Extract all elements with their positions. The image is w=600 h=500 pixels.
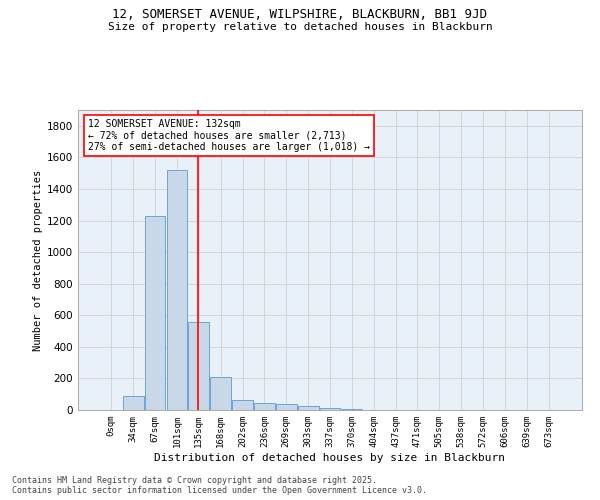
Y-axis label: Number of detached properties: Number of detached properties [33, 170, 43, 350]
Bar [167, 170, 187, 410]
Bar [341, 409, 362, 410]
Bar [232, 400, 253, 410]
Bar [320, 408, 340, 410]
Text: 12, SOMERSET AVENUE, WILPSHIRE, BLACKBURN, BB1 9JD: 12, SOMERSET AVENUE, WILPSHIRE, BLACKBUR… [113, 8, 487, 20]
Bar [123, 396, 143, 410]
Text: Contains HM Land Registry data © Crown copyright and database right 2025.
Contai: Contains HM Land Registry data © Crown c… [12, 476, 427, 495]
Text: Size of property relative to detached houses in Blackburn: Size of property relative to detached ho… [107, 22, 493, 32]
Bar [210, 377, 231, 410]
Bar [276, 404, 296, 410]
Bar [254, 403, 275, 410]
X-axis label: Distribution of detached houses by size in Blackburn: Distribution of detached houses by size … [155, 452, 505, 462]
Bar [145, 216, 166, 410]
Text: 12 SOMERSET AVENUE: 132sqm
← 72% of detached houses are smaller (2,713)
27% of s: 12 SOMERSET AVENUE: 132sqm ← 72% of deta… [88, 119, 370, 152]
Bar [298, 406, 319, 410]
Bar [188, 322, 209, 410]
